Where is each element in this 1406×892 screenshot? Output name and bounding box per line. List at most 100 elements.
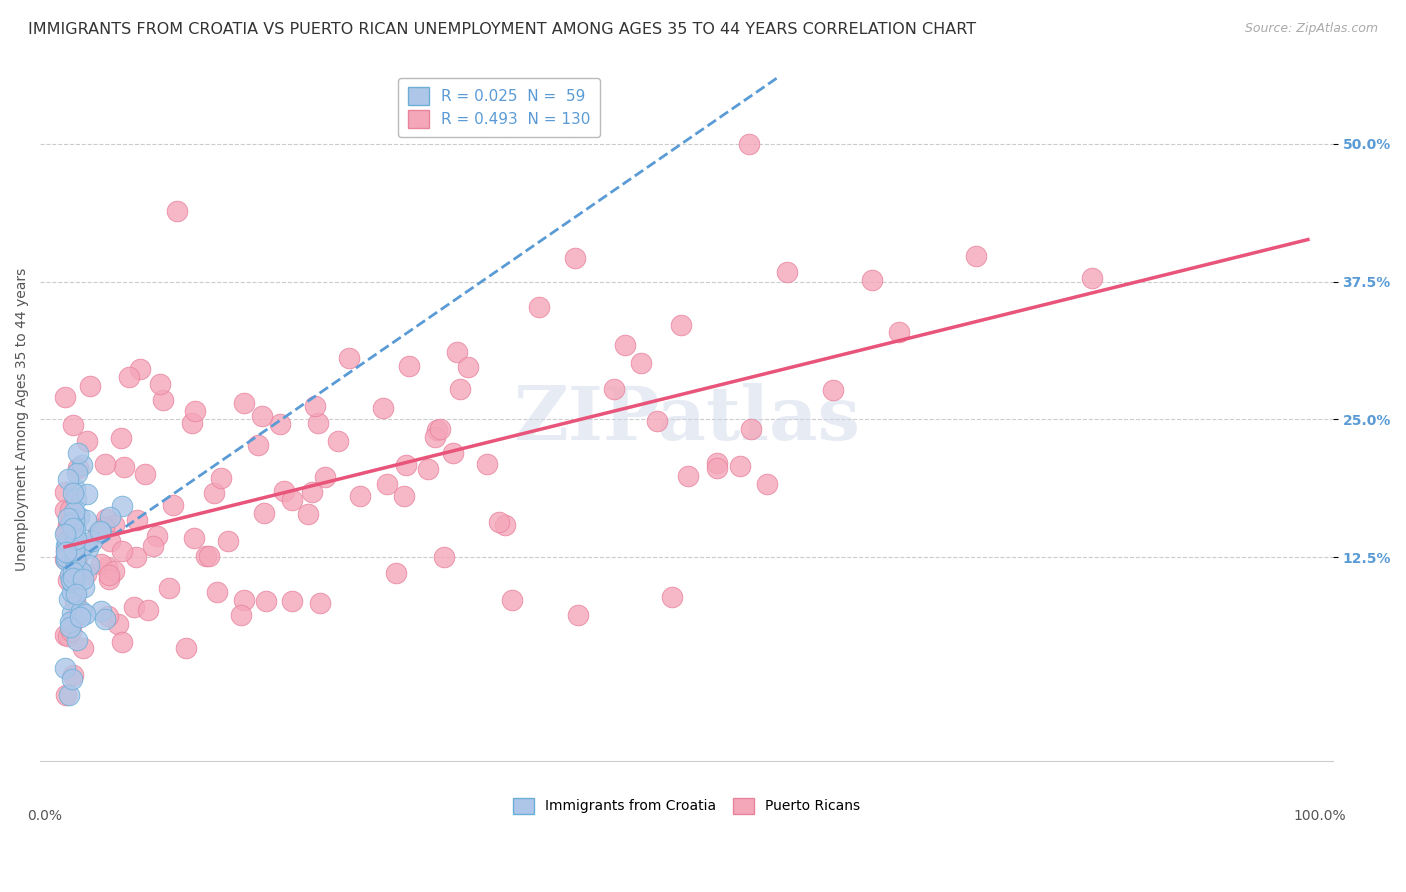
Point xyxy=(72,573,94,587)
Point xyxy=(202,486,225,500)
Point xyxy=(125,513,148,527)
Point xyxy=(53,503,76,517)
Point xyxy=(66,466,89,480)
Point xyxy=(152,392,174,407)
Point xyxy=(90,558,112,572)
Point xyxy=(63,543,86,558)
Point xyxy=(66,445,89,459)
Point xyxy=(112,460,135,475)
Point xyxy=(209,471,232,485)
Point xyxy=(63,552,86,566)
Point xyxy=(55,549,77,564)
Point xyxy=(53,628,76,642)
Point xyxy=(62,561,84,575)
Point xyxy=(183,532,205,546)
Point xyxy=(82,533,104,548)
Point xyxy=(87,526,110,541)
Point xyxy=(63,612,86,626)
Point xyxy=(488,515,510,529)
Point xyxy=(205,585,228,599)
Point xyxy=(62,565,84,579)
Point xyxy=(122,599,145,614)
Point xyxy=(55,525,77,540)
Point xyxy=(70,458,93,472)
Point xyxy=(314,469,336,483)
Point xyxy=(232,395,254,409)
Point xyxy=(53,661,76,675)
Point xyxy=(776,265,799,279)
Point xyxy=(69,609,91,624)
Point xyxy=(613,338,636,352)
Point xyxy=(564,251,586,265)
Point xyxy=(75,513,97,527)
Point xyxy=(273,484,295,499)
Point xyxy=(59,567,82,582)
Text: IMMIGRANTS FROM CROATIA VS PUERTO RICAN UNEMPLOYMENT AMONG AGES 35 TO 44 YEARS C: IMMIGRANTS FROM CROATIA VS PUERTO RICAN … xyxy=(28,22,976,37)
Point xyxy=(129,361,152,376)
Point xyxy=(76,541,98,555)
Point xyxy=(72,640,94,655)
Point xyxy=(58,472,80,486)
Point xyxy=(65,586,87,600)
Point xyxy=(97,572,120,586)
Point xyxy=(66,554,89,568)
Point xyxy=(79,379,101,393)
Point xyxy=(96,512,118,526)
Point xyxy=(98,509,121,524)
Point xyxy=(65,482,87,496)
Point xyxy=(62,565,84,579)
Point xyxy=(426,423,449,437)
Point xyxy=(59,503,82,517)
Point xyxy=(55,543,77,558)
Point xyxy=(233,593,256,607)
Point xyxy=(56,533,79,548)
Point xyxy=(349,489,371,503)
Point xyxy=(60,606,83,620)
Point xyxy=(110,431,132,445)
Point xyxy=(174,641,197,656)
Point xyxy=(385,566,408,581)
Point xyxy=(395,458,418,472)
Point xyxy=(73,538,96,552)
Point xyxy=(67,566,90,581)
Point xyxy=(661,590,683,604)
Point xyxy=(77,558,100,573)
Point xyxy=(755,477,778,491)
Point xyxy=(281,493,304,508)
Point xyxy=(184,404,207,418)
Point xyxy=(477,457,499,471)
Point xyxy=(494,518,516,533)
Point xyxy=(441,446,464,460)
Point xyxy=(375,477,398,491)
Point xyxy=(246,438,269,452)
Point xyxy=(55,545,77,559)
Point xyxy=(60,575,83,590)
Point xyxy=(706,456,728,470)
Point xyxy=(96,559,118,574)
Point xyxy=(59,620,82,634)
Point xyxy=(107,617,129,632)
Point xyxy=(63,523,86,537)
Point xyxy=(423,430,446,444)
Point xyxy=(76,486,98,500)
Point xyxy=(195,549,218,564)
Point xyxy=(56,573,79,587)
Point xyxy=(134,467,156,482)
Point xyxy=(728,459,751,474)
Point xyxy=(94,458,117,472)
Point xyxy=(53,527,76,541)
Point xyxy=(449,382,471,396)
Point xyxy=(53,552,76,566)
Point xyxy=(90,604,112,618)
Point xyxy=(58,688,80,702)
Point xyxy=(118,370,141,384)
Point xyxy=(55,552,77,566)
Point xyxy=(67,461,90,475)
Point xyxy=(111,634,134,648)
Point xyxy=(111,499,134,513)
Point xyxy=(157,581,180,595)
Point xyxy=(326,434,349,448)
Point xyxy=(1081,271,1104,285)
Point xyxy=(67,548,90,562)
Point xyxy=(62,486,84,500)
